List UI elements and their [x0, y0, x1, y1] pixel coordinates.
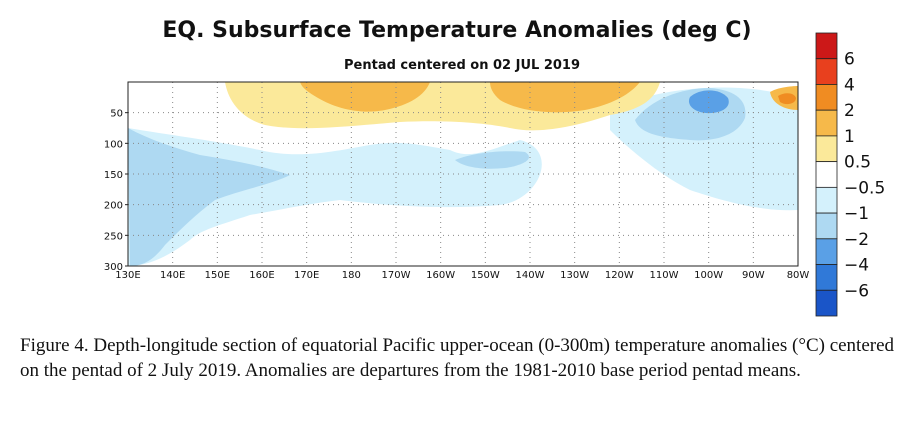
colorbar-label: −1 — [844, 204, 869, 224]
chart-subtitle: Pentad centered on 02 JUL 2019 — [344, 58, 580, 73]
x-tick-label: 170W — [382, 270, 411, 281]
x-tick-label: 160E — [249, 270, 274, 281]
y-axis: 50 100 150 200 250 300 — [104, 109, 128, 273]
colorbar-swatch — [815, 238, 838, 265]
colorbar-label: 6 — [844, 50, 855, 70]
warm-anomaly-region — [778, 93, 796, 105]
colorbar-swatch — [815, 186, 838, 214]
heatmap-plot — [127, 81, 799, 267]
y-tick-label: 300 — [104, 262, 123, 273]
x-tick-label: 120W — [605, 270, 634, 281]
colorbar-label: −4 — [844, 256, 869, 276]
colorbar-swatch — [815, 109, 838, 137]
colorbar-swatch — [815, 135, 838, 163]
x-tick-label: 110W — [650, 270, 679, 281]
x-tick-label: 170E — [294, 270, 319, 281]
colorbar-swatch — [815, 264, 838, 291]
y-tick-label: 150 — [104, 170, 123, 181]
colorbar-label: 2 — [844, 101, 855, 121]
colorbar-swatch — [815, 32, 838, 60]
x-tick-label: 90W — [742, 270, 765, 281]
colorbar-label: −6 — [844, 281, 869, 301]
x-tick-label: 130E — [115, 270, 140, 281]
y-tick-label: 200 — [104, 201, 123, 212]
colorbar-label: 4 — [844, 75, 855, 95]
cool-anomaly-region — [128, 128, 290, 266]
colorbar-swatch — [815, 212, 838, 240]
y-tick-label: 50 — [110, 109, 123, 120]
y-tick-label: 100 — [104, 139, 123, 150]
grid-lines — [128, 82, 798, 266]
warm-anomaly-region — [300, 82, 430, 112]
colorbar-label: 1 — [844, 127, 855, 147]
x-tick-label: 150W — [471, 270, 500, 281]
colorbar-swatch — [815, 58, 838, 85]
warm-anomaly-region — [490, 82, 640, 113]
x-tick-label: 140W — [516, 270, 545, 281]
x-tick-label: 160W — [426, 270, 455, 281]
colorbar-swatch — [815, 289, 838, 317]
x-axis: 130E 140E 150E 160E 170E 180 170W 160W 150W 140W 1… — [115, 270, 809, 281]
colorbar-label: 0.5 — [844, 153, 871, 173]
cool-anomaly-region — [455, 151, 529, 169]
chart-title: EQ. Subsurface Temperature Anomalies (de… — [162, 18, 751, 43]
figure-caption: Figure 4. Depth-longitude section of equ… — [20, 335, 895, 381]
colorbar-label: −2 — [844, 230, 869, 250]
colorbar-swatch — [815, 84, 838, 111]
cool-anomaly-region — [688, 90, 729, 114]
y-tick-label: 250 — [104, 231, 123, 242]
x-tick-label: 100W — [694, 270, 723, 281]
x-tick-label: 130W — [560, 270, 589, 281]
x-tick-label: 140E — [160, 270, 185, 281]
x-tick-label: 150E — [205, 270, 230, 281]
x-tick-label: 180 — [342, 270, 361, 281]
colorbar-label: −0.5 — [844, 178, 885, 198]
colorbar-swatch — [815, 161, 838, 188]
colorbar: 6 4 2 1 0.5 −0.5 −1 −2 −4 −6 — [815, 32, 885, 317]
x-tick-label: 80W — [787, 270, 810, 281]
